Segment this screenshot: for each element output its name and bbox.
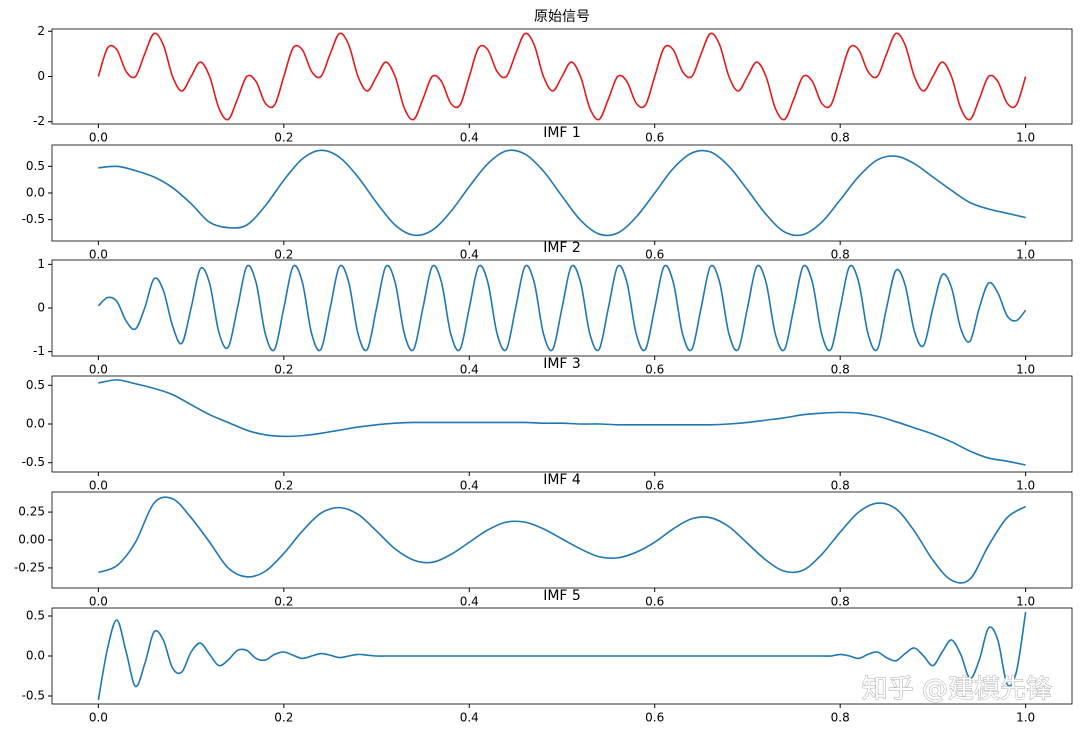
x-tick-label: 0.0 [89,363,108,377]
x-tick-label: 0.4 [460,248,479,262]
x-tick-label: 0.6 [645,131,664,145]
y-tick-label: -0.25 [14,560,45,574]
y-tick-label: 0 [37,69,45,83]
y-tick-label: -0.5 [22,689,45,703]
x-tick-label: 0.6 [645,595,664,609]
x-tick-label: 0.2 [274,711,293,725]
x-tick-label: 0.8 [831,711,850,725]
x-tick-label: 0.2 [274,131,293,145]
x-tick-label: 0.0 [89,711,108,725]
signal-line [97,264,1027,352]
signal-line [97,32,1027,121]
subplot-title: IMF 2 [543,240,581,256]
x-tick-label: 1.0 [1016,363,1035,377]
signal-line [98,496,1027,584]
x-tick-label: 1.0 [1016,711,1035,725]
x-tick-label: 0.4 [460,595,479,609]
y-tick-label: 0.5 [26,609,45,623]
watermark: 知乎 @建模先锋 [862,675,1052,705]
x-tick-label: 0.6 [645,363,664,377]
x-tick-label: 0.6 [645,479,664,493]
y-tick-label: 0.25 [18,505,45,519]
x-tick-label: 0.4 [460,711,479,725]
y-tick-label: 0.0 [26,649,45,663]
x-tick-label: 0.0 [89,595,108,609]
y-tick-label: 0.5 [26,159,45,173]
y-tick-label: 2 [37,24,45,38]
y-tick-label: -0.5 [22,212,45,226]
x-tick-label: 0.8 [831,248,850,262]
x-tick-label: 0.8 [831,479,850,493]
x-tick-label: 1.0 [1016,248,1035,262]
subplot-title: IMF 5 [543,588,581,604]
x-tick-label: 1.0 [1016,595,1035,609]
subplot-title: IMF 1 [543,125,581,141]
subplot-title: IMF 3 [543,356,581,372]
y-tick-label: 0.5 [26,378,45,392]
signal-line [98,149,1026,237]
y-tick-label: 0.0 [26,417,45,431]
signal-line [98,379,1026,466]
y-tick-label: 0.00 [18,533,45,547]
x-tick-label: 0.4 [460,363,479,377]
y-tick-label: 1 [37,257,45,271]
y-tick-label: -0.5 [22,455,45,469]
x-tick-label: 0.4 [460,131,479,145]
x-tick-label: 0.0 [89,248,108,262]
x-tick-label: 0.4 [460,479,479,493]
x-tick-label: 1.0 [1016,479,1035,493]
x-tick-label: 0.8 [831,131,850,145]
subplot-title: 原始信号 [534,9,590,25]
signal-line [97,611,1027,701]
x-tick-label: 0.2 [274,595,293,609]
subplot-title: IMF 4 [543,472,581,488]
x-tick-label: 0.8 [831,363,850,377]
x-tick-label: 0.0 [89,131,108,145]
x-tick-label: 0.2 [274,363,293,377]
x-tick-label: 0.2 [274,248,293,262]
y-tick-label: 0 [37,301,45,315]
y-tick-label: 0.0 [26,186,45,200]
x-tick-label: 0.8 [831,595,850,609]
x-tick-label: 0.6 [645,248,664,262]
x-tick-label: 1.0 [1016,131,1035,145]
x-tick-label: 0.6 [645,711,664,725]
y-tick-label: -2 [33,114,45,128]
x-tick-label: 0.0 [89,479,108,493]
y-tick-label: -1 [33,344,45,358]
x-tick-label: 0.2 [274,479,293,493]
